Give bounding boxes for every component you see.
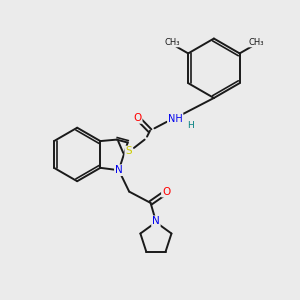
Text: CH₃: CH₃ [164, 38, 180, 46]
Text: NH: NH [168, 114, 183, 124]
Text: O: O [134, 113, 142, 123]
Text: N: N [115, 165, 123, 175]
Text: H: H [187, 121, 194, 130]
Text: O: O [162, 187, 170, 196]
Text: S: S [125, 146, 132, 157]
Text: CH₃: CH₃ [248, 38, 264, 46]
Text: N: N [152, 216, 160, 226]
